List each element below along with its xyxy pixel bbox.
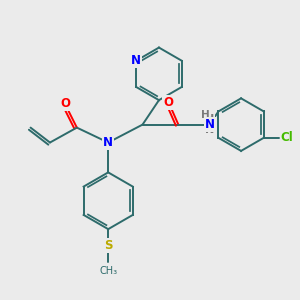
Text: H
N: H N (205, 114, 214, 135)
Text: CH₃: CH₃ (99, 266, 117, 276)
Text: S: S (104, 239, 112, 252)
Text: N: N (131, 54, 141, 67)
Text: Cl: Cl (281, 131, 294, 144)
Text: H: H (201, 110, 210, 120)
Text: N: N (205, 118, 215, 131)
Text: N: N (103, 136, 113, 149)
Text: O: O (60, 97, 70, 110)
Text: O: O (163, 96, 173, 109)
